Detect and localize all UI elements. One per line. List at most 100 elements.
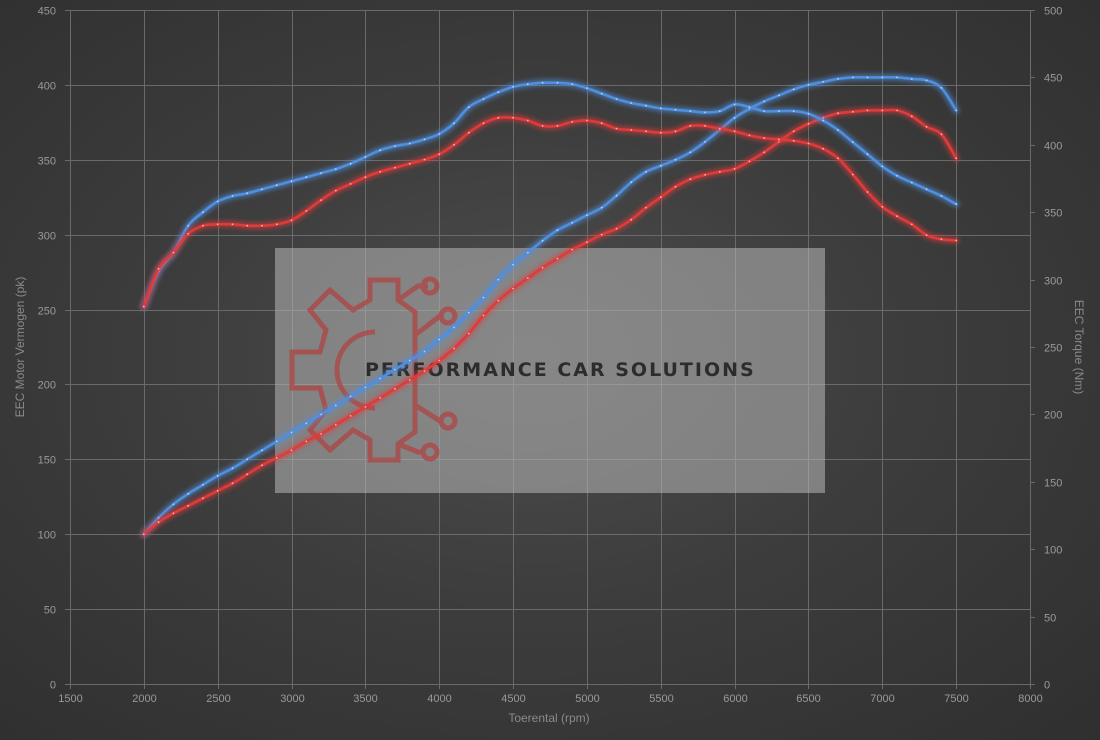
data-point bbox=[645, 130, 647, 133]
data-point bbox=[349, 162, 352, 165]
data-point bbox=[320, 172, 322, 175]
data-point bbox=[778, 94, 780, 97]
data-point bbox=[925, 79, 928, 82]
data-point bbox=[586, 241, 588, 244]
data-point bbox=[290, 449, 293, 452]
data-point bbox=[172, 251, 175, 254]
data-point bbox=[187, 224, 190, 227]
data-point bbox=[807, 142, 810, 145]
data-point bbox=[379, 377, 382, 380]
data-point bbox=[600, 233, 603, 236]
data-point bbox=[881, 109, 884, 112]
series-line bbox=[142, 81, 958, 308]
data-point bbox=[763, 151, 766, 154]
data-point bbox=[674, 185, 677, 188]
data-point bbox=[630, 102, 633, 104]
data-point bbox=[733, 130, 736, 133]
y-axis-title: EEC Motor Vermogen (pk) bbox=[13, 277, 27, 418]
y2-tick-label: 350 bbox=[1044, 208, 1062, 220]
data-point bbox=[940, 87, 943, 89]
data-point bbox=[512, 85, 514, 88]
data-point bbox=[172, 503, 175, 506]
data-point bbox=[748, 134, 751, 137]
data-point bbox=[822, 119, 825, 122]
data-point bbox=[334, 424, 337, 426]
data-point bbox=[187, 504, 190, 507]
data-point bbox=[482, 314, 485, 317]
x-tick-label: 4000 bbox=[427, 693, 451, 705]
data-point bbox=[866, 191, 869, 193]
y-tick-label: 250 bbox=[38, 306, 56, 318]
data-point bbox=[556, 257, 559, 260]
data-point bbox=[305, 440, 308, 443]
data-point bbox=[290, 180, 293, 183]
data-point bbox=[541, 266, 544, 269]
data-point bbox=[394, 145, 396, 148]
data-point bbox=[851, 110, 854, 113]
data-point bbox=[748, 106, 751, 108]
data-point bbox=[541, 125, 544, 127]
data-point bbox=[379, 397, 382, 399]
data-point bbox=[896, 76, 898, 79]
x-tick-label: 6000 bbox=[723, 693, 747, 705]
data-point bbox=[659, 107, 662, 110]
data-point bbox=[438, 133, 441, 135]
data-point bbox=[630, 181, 633, 184]
data-point bbox=[778, 110, 780, 112]
y-tick-label: 400 bbox=[38, 81, 56, 93]
data-point bbox=[482, 296, 485, 299]
data-point bbox=[231, 223, 234, 226]
data-point bbox=[467, 311, 470, 314]
data-point bbox=[955, 109, 958, 112]
data-point bbox=[275, 440, 278, 443]
data-point bbox=[482, 122, 485, 125]
data-point bbox=[305, 176, 308, 179]
y-tick-label: 300 bbox=[38, 231, 56, 243]
data-point bbox=[866, 153, 869, 156]
data-point bbox=[187, 232, 190, 235]
data-point bbox=[704, 125, 706, 127]
data-point bbox=[556, 81, 559, 84]
data-point bbox=[571, 221, 574, 224]
data-point bbox=[453, 347, 455, 350]
data-point bbox=[290, 219, 293, 222]
data-point bbox=[881, 76, 884, 79]
data-point bbox=[290, 431, 293, 434]
data-point bbox=[261, 464, 263, 467]
y2-tick-label: 50 bbox=[1044, 613, 1056, 625]
data-point bbox=[408, 359, 411, 362]
x-tick-label: 4500 bbox=[501, 693, 525, 705]
data-point bbox=[556, 229, 559, 232]
data-point bbox=[630, 218, 633, 221]
data-point bbox=[866, 76, 869, 79]
data-point bbox=[792, 88, 795, 91]
data-point bbox=[305, 422, 308, 425]
data-point bbox=[881, 205, 884, 208]
y-tick-label: 0 bbox=[50, 680, 56, 692]
data-point bbox=[807, 112, 810, 115]
y-tick-label: 50 bbox=[44, 605, 56, 617]
data-point bbox=[615, 98, 618, 100]
data-point bbox=[349, 395, 352, 398]
y-tick-label: 100 bbox=[38, 530, 56, 542]
data-point bbox=[940, 133, 943, 136]
data-point bbox=[157, 267, 160, 270]
x-tick-label: 8000 bbox=[1018, 693, 1042, 705]
series-line bbox=[142, 76, 958, 536]
data-point bbox=[910, 223, 913, 226]
watermark: PERFORMANCE CAR SOLUTIONS bbox=[275, 248, 825, 493]
data-point bbox=[851, 141, 854, 144]
data-point bbox=[467, 131, 470, 134]
data-point bbox=[541, 239, 544, 242]
data-point bbox=[364, 406, 367, 408]
data-point bbox=[453, 143, 455, 146]
data-point bbox=[792, 110, 795, 112]
data-point bbox=[334, 189, 337, 192]
data-point bbox=[467, 106, 470, 108]
data-point bbox=[600, 122, 603, 125]
y2-tick-label: 250 bbox=[1044, 343, 1062, 355]
data-point bbox=[349, 183, 352, 185]
data-point bbox=[600, 92, 603, 95]
data-point bbox=[615, 127, 618, 130]
data-point bbox=[231, 482, 234, 485]
